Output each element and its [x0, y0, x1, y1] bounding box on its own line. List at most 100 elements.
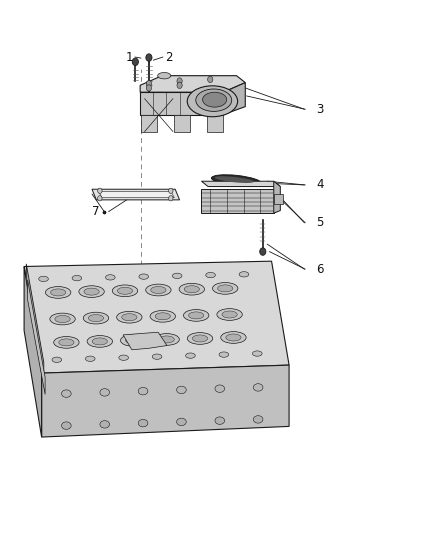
Circle shape	[98, 196, 102, 201]
Circle shape	[146, 85, 152, 91]
Polygon shape	[174, 115, 190, 132]
Polygon shape	[274, 181, 280, 213]
Polygon shape	[201, 181, 280, 187]
Ellipse shape	[215, 176, 254, 183]
Ellipse shape	[253, 384, 263, 391]
Ellipse shape	[62, 422, 71, 430]
Ellipse shape	[192, 335, 208, 342]
Ellipse shape	[120, 335, 146, 346]
Ellipse shape	[154, 334, 179, 345]
Circle shape	[146, 80, 152, 87]
Ellipse shape	[217, 309, 242, 320]
Polygon shape	[201, 189, 274, 213]
Ellipse shape	[212, 175, 261, 187]
Ellipse shape	[184, 310, 209, 321]
Ellipse shape	[222, 311, 237, 318]
Ellipse shape	[84, 288, 99, 295]
Ellipse shape	[152, 354, 162, 359]
Ellipse shape	[112, 285, 138, 297]
Ellipse shape	[117, 311, 142, 323]
Ellipse shape	[92, 338, 107, 345]
Ellipse shape	[87, 336, 113, 348]
Ellipse shape	[50, 313, 75, 325]
Ellipse shape	[126, 337, 141, 344]
Ellipse shape	[226, 334, 241, 341]
Circle shape	[169, 188, 173, 193]
Text: 2: 2	[165, 51, 173, 63]
Ellipse shape	[184, 286, 199, 293]
Circle shape	[177, 82, 182, 88]
Polygon shape	[140, 76, 245, 92]
Ellipse shape	[106, 274, 115, 280]
Ellipse shape	[85, 356, 95, 361]
Ellipse shape	[187, 86, 237, 117]
Circle shape	[260, 248, 266, 255]
Ellipse shape	[215, 417, 225, 424]
Ellipse shape	[138, 419, 148, 427]
Ellipse shape	[79, 286, 104, 297]
Ellipse shape	[159, 336, 174, 343]
Ellipse shape	[187, 333, 213, 344]
Polygon shape	[42, 365, 289, 437]
Ellipse shape	[83, 312, 109, 324]
Ellipse shape	[206, 272, 215, 278]
Ellipse shape	[59, 339, 74, 346]
Text: 7: 7	[92, 205, 99, 218]
Polygon shape	[123, 332, 167, 350]
Ellipse shape	[179, 284, 205, 295]
Text: 4: 4	[316, 179, 324, 191]
Polygon shape	[24, 261, 289, 373]
Polygon shape	[28, 280, 45, 394]
Polygon shape	[223, 83, 245, 115]
Ellipse shape	[189, 312, 204, 319]
Ellipse shape	[55, 316, 70, 322]
Ellipse shape	[138, 387, 148, 395]
Ellipse shape	[72, 276, 82, 281]
Ellipse shape	[177, 386, 186, 394]
Ellipse shape	[253, 416, 263, 423]
Polygon shape	[207, 115, 223, 132]
Ellipse shape	[117, 287, 133, 294]
Bar	[274, 194, 283, 204]
Ellipse shape	[177, 418, 186, 426]
Ellipse shape	[212, 282, 238, 294]
Circle shape	[169, 196, 173, 201]
Ellipse shape	[54, 336, 79, 348]
Ellipse shape	[196, 89, 232, 111]
Ellipse shape	[50, 289, 66, 296]
Polygon shape	[26, 264, 44, 376]
Polygon shape	[92, 189, 180, 200]
Ellipse shape	[52, 357, 62, 362]
Circle shape	[177, 78, 182, 84]
Circle shape	[98, 188, 102, 193]
Circle shape	[146, 54, 152, 61]
Ellipse shape	[46, 287, 71, 298]
Polygon shape	[140, 92, 223, 115]
Text: 3: 3	[316, 103, 323, 116]
Ellipse shape	[219, 352, 229, 357]
Ellipse shape	[239, 272, 249, 277]
Ellipse shape	[88, 314, 103, 321]
Ellipse shape	[218, 285, 233, 292]
Ellipse shape	[186, 353, 195, 358]
Ellipse shape	[252, 351, 262, 356]
Circle shape	[208, 76, 213, 83]
Ellipse shape	[62, 390, 71, 398]
Ellipse shape	[155, 313, 170, 320]
Text: 6: 6	[316, 263, 324, 276]
Ellipse shape	[158, 72, 171, 79]
Ellipse shape	[151, 286, 166, 294]
Ellipse shape	[172, 273, 182, 279]
Ellipse shape	[100, 421, 110, 428]
Ellipse shape	[221, 332, 246, 343]
Ellipse shape	[150, 310, 176, 322]
Ellipse shape	[215, 385, 225, 392]
Polygon shape	[24, 266, 42, 437]
Ellipse shape	[39, 276, 48, 281]
Text: 1: 1	[125, 51, 133, 63]
Text: 5: 5	[316, 216, 323, 229]
Ellipse shape	[119, 355, 128, 360]
Ellipse shape	[139, 274, 148, 279]
Polygon shape	[99, 191, 174, 198]
Polygon shape	[141, 115, 157, 132]
